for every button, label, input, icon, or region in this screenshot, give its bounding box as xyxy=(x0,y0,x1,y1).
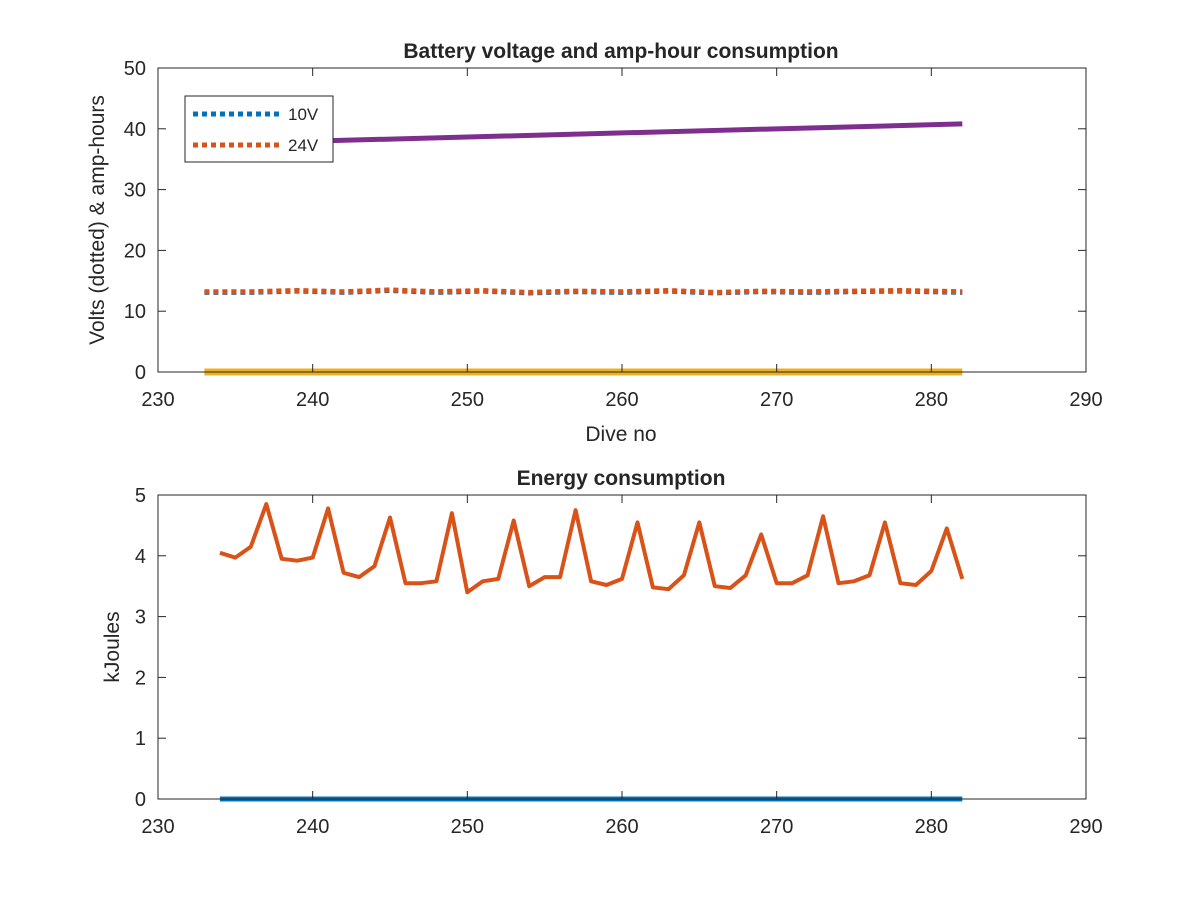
x-tick-label: 250 xyxy=(451,389,484,411)
x-tick-label: 240 xyxy=(296,389,329,411)
x-tick-label: 250 xyxy=(451,816,484,838)
x-tick-label: 230 xyxy=(141,816,174,838)
legend-box xyxy=(184,95,334,163)
y-tick-label: 40 xyxy=(124,119,146,141)
y-tick-label: 50 xyxy=(124,58,146,80)
tick-layer: 230 240 250 260 270 280 290 0 10 20 30 40 50 xyxy=(124,58,1103,411)
x-tick-label: 270 xyxy=(760,389,793,411)
x-tick-label: 260 xyxy=(605,816,638,838)
series-line-series-1 xyxy=(219,502,965,595)
y-tick-label: 20 xyxy=(124,240,146,262)
y-tick-label: 0 xyxy=(135,362,146,384)
x-tick-label: 290 xyxy=(1069,816,1102,838)
y-axis-label: Volts (dotted) & amp-hours xyxy=(86,95,109,345)
x-axis-label: Dive no xyxy=(585,423,656,446)
x-tick-label: 240 xyxy=(296,816,329,838)
chart-title: Battery voltage and amp-hour consumption xyxy=(403,40,838,63)
y-tick-label: 4 xyxy=(135,546,146,568)
chart-title: Energy consumption xyxy=(517,467,726,490)
x-tick-label: 230 xyxy=(141,389,174,411)
x-tick-label: 280 xyxy=(915,816,948,838)
x-tick-label: 270 xyxy=(760,816,793,838)
y-tick-label: 10 xyxy=(124,301,146,323)
y-tick-label: 30 xyxy=(124,180,146,202)
y-tick-label: 3 xyxy=(135,607,146,629)
y-tick-label: 2 xyxy=(135,667,146,689)
y-tick-label: 1 xyxy=(135,728,146,750)
y-axis-label: kJoules xyxy=(101,611,124,682)
legend-label-10v: 10V xyxy=(288,105,319,124)
tick-layer: 230 240 250 260 270 280 290 0 1 2 3 4 5 xyxy=(135,485,1103,838)
y-tick-label: 5 xyxy=(135,485,146,507)
x-tick-label: 280 xyxy=(915,389,948,411)
energy-consumption-plot: 230 240 250 260 270 280 290 0 1 2 3 4 5 Energy consu… xyxy=(101,467,1103,838)
x-tick-label: 290 xyxy=(1069,389,1102,411)
legend-label-24v: 24V xyxy=(288,136,319,155)
y-tick-label: 0 xyxy=(135,789,146,811)
legend: 10V 24V xyxy=(184,95,334,163)
plot-area xyxy=(158,495,1086,799)
voltage-amp-hour-plot: 230 240 250 260 270 280 290 0 10 20 30 40 50 Battery… xyxy=(86,40,1103,446)
series-line-24v xyxy=(204,287,963,295)
x-tick-label: 260 xyxy=(605,389,638,411)
